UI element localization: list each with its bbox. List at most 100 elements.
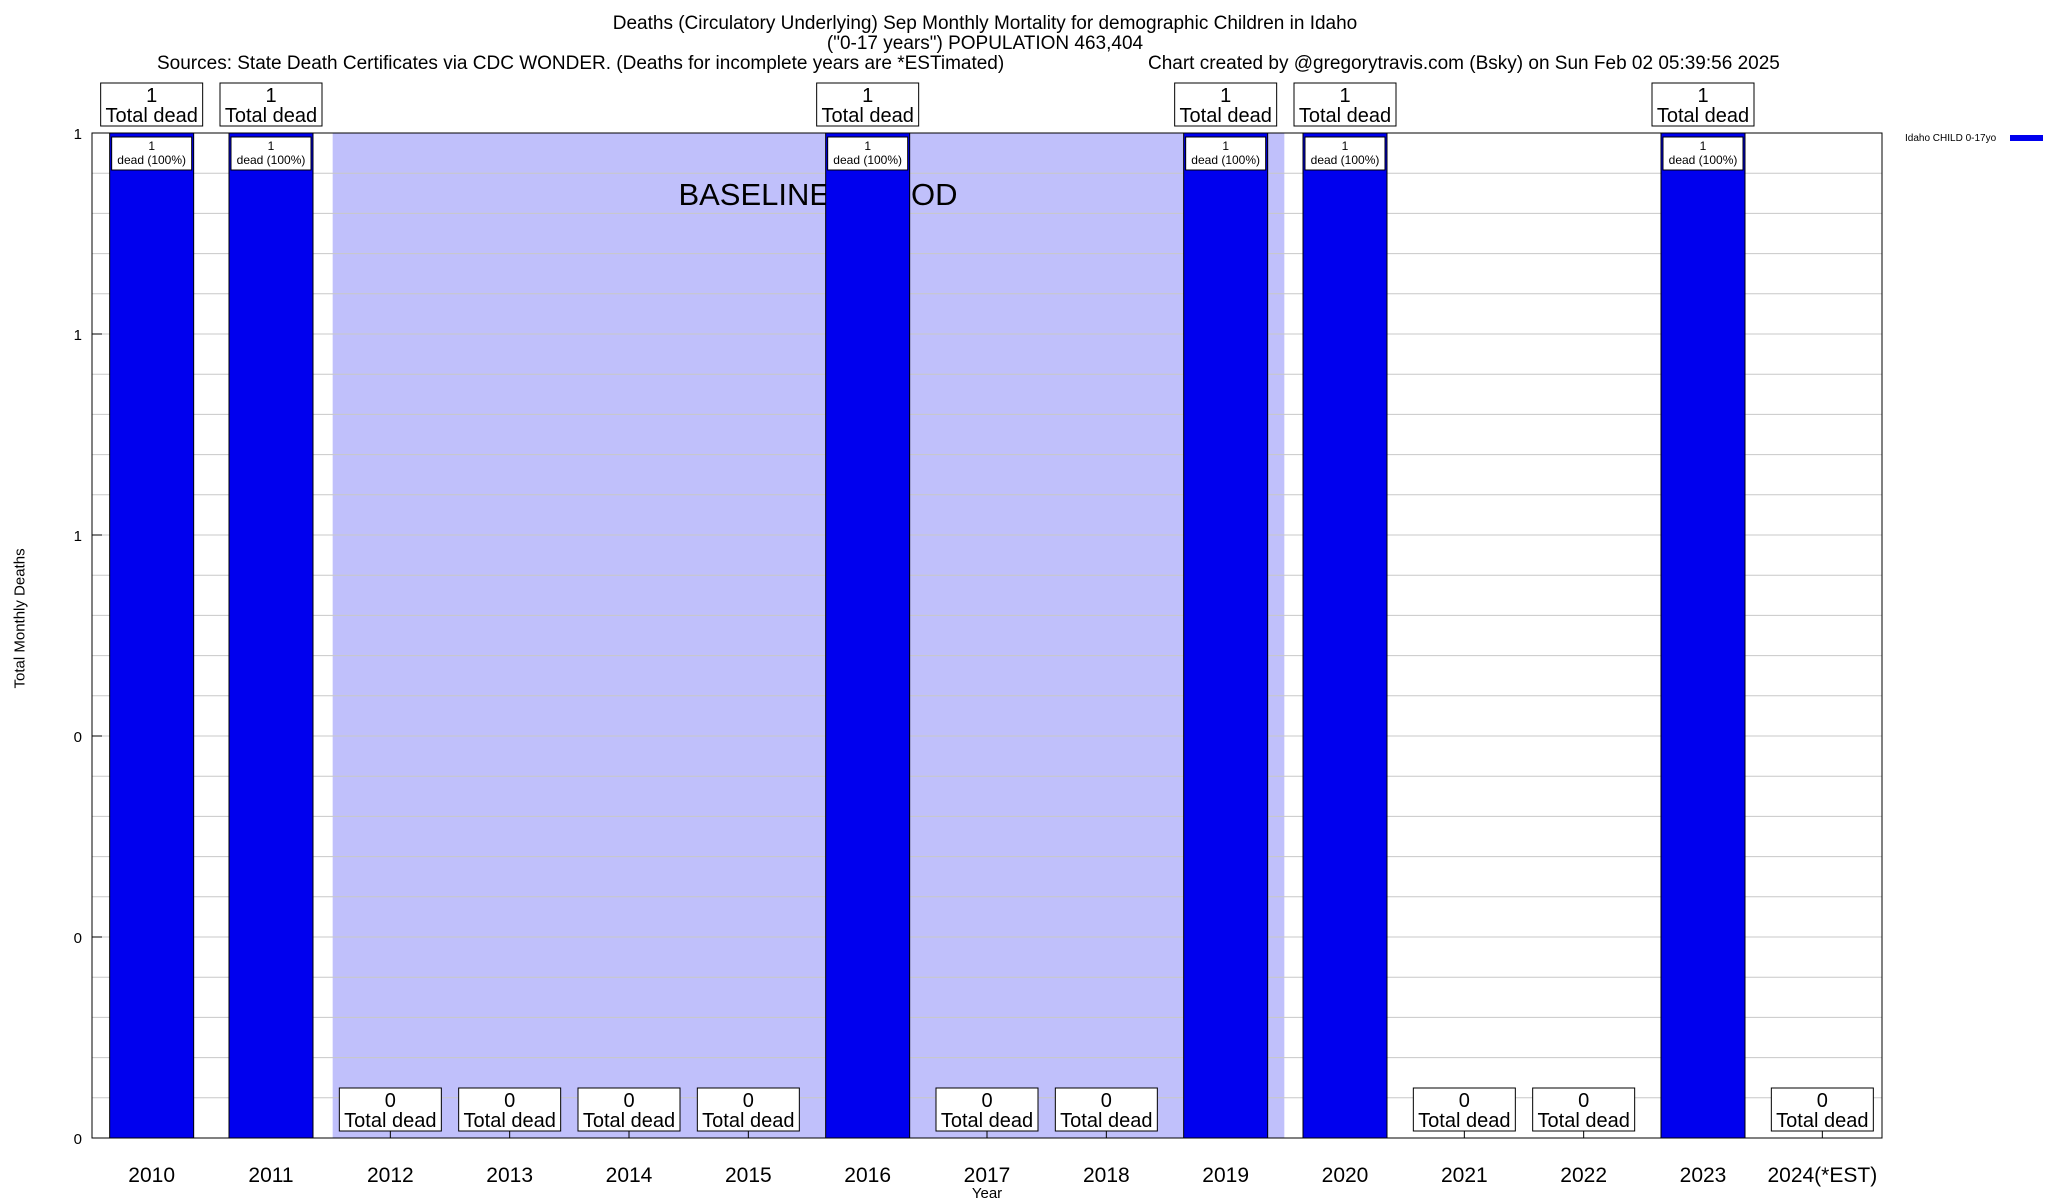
total-label-box	[1054, 1087, 1158, 1132]
total-value-label: 0	[504, 1090, 515, 1112]
y-tick-label: 0	[74, 930, 82, 947]
sources-note: Sources: State Death Certificates via CD…	[157, 53, 1005, 74]
x-tick-label: 2011	[248, 1164, 293, 1187]
total-value-label: 0	[743, 1090, 754, 1112]
inner-pct-label: dead (100%)	[1191, 153, 1260, 167]
x-tick-label: 2023	[1680, 1164, 1727, 1187]
inner-value-label: 1	[1342, 139, 1349, 153]
total-value-label: 0	[1578, 1090, 1589, 1112]
total-label-box	[696, 1087, 800, 1132]
inner-pct-label: dead (100%)	[117, 153, 186, 167]
inner-value-label: 1	[864, 139, 871, 153]
total-value-label: 0	[1101, 1090, 1112, 1112]
total-dead-label: Total dead	[1060, 1110, 1152, 1132]
y-tick-label: 0	[74, 1131, 82, 1148]
total-label-box	[1293, 82, 1397, 127]
total-value-label: 1	[265, 85, 276, 107]
total-dead-label: Total dead	[702, 1110, 794, 1132]
inner-label-box	[111, 136, 193, 171]
total-label-box	[219, 82, 323, 127]
total-dead-label: Total dead	[1538, 1110, 1630, 1132]
total-dead-label: Total dead	[941, 1110, 1033, 1132]
inner-pct-label: dead (100%)	[1669, 153, 1738, 167]
x-axis-title: Year	[972, 1185, 1002, 1200]
inner-label-box	[1185, 136, 1267, 171]
total-value-label: 0	[981, 1090, 992, 1112]
total-value-label: 1	[1339, 85, 1350, 107]
x-tick-label: 2024(*EST)	[1767, 1164, 1877, 1187]
total-label-box	[458, 1087, 562, 1132]
legend-swatch	[2010, 135, 2043, 141]
total-dead-label: Total dead	[225, 105, 317, 127]
total-label-box	[1651, 82, 1755, 127]
total-label-box	[1412, 1087, 1516, 1132]
total-label-box	[816, 82, 920, 127]
total-label-box	[1174, 82, 1278, 127]
plot-frame	[91, 132, 1883, 1139]
x-tick-label: 2020	[1322, 1164, 1369, 1187]
total-value-label: 1	[1220, 85, 1231, 107]
inner-label-box	[1304, 136, 1386, 171]
bar	[228, 132, 314, 1139]
bar	[1660, 132, 1746, 1139]
bar	[109, 132, 195, 1139]
total-dead-label: Total dead	[583, 1110, 675, 1132]
y-tick-label: 1	[74, 126, 82, 143]
chart-title: Deaths (Circulatory Underlying) Sep Mont…	[612, 13, 1358, 34]
total-value-label: 1	[862, 85, 873, 107]
inner-value-label: 1	[1222, 139, 1229, 153]
chart-credit: Chart created by @gregorytravis.com (Bsk…	[1148, 53, 1780, 74]
total-value-label: 0	[1459, 1090, 1470, 1112]
bar	[1302, 132, 1388, 1139]
total-dead-label: Total dead	[344, 1110, 436, 1132]
total-label-box	[1532, 1087, 1636, 1132]
total-dead-label: Total dead	[1299, 105, 1391, 127]
x-tick-label: 2016	[844, 1164, 891, 1187]
x-tick-label: 2018	[1083, 1164, 1130, 1187]
baseline-period-shading	[332, 133, 1285, 1138]
x-tick-label: 2010	[128, 1164, 175, 1187]
total-dead-label: Total dead	[106, 105, 198, 127]
total-dead-label: Total dead	[822, 105, 914, 127]
total-label-box	[1770, 1087, 1874, 1132]
x-tick-label: 2015	[725, 1164, 772, 1187]
x-tick-label: 2021	[1441, 1164, 1488, 1187]
total-dead-label: Total dead	[1776, 1110, 1868, 1132]
total-dead-label: Total dead	[1418, 1110, 1510, 1132]
inner-pct-label: dead (100%)	[237, 153, 306, 167]
total-value-label: 1	[146, 85, 157, 107]
total-label-box	[577, 1087, 681, 1132]
inner-pct-label: dead (100%)	[833, 153, 902, 167]
y-tick-label: 1	[74, 528, 82, 545]
x-tick-label: 2019	[1202, 1164, 1249, 1187]
total-dead-label: Total dead	[1657, 105, 1749, 127]
total-label-box	[100, 82, 204, 127]
y-tick-label: 1	[74, 327, 82, 344]
inner-label-box	[827, 136, 909, 171]
total-dead-label: Total dead	[464, 1110, 556, 1132]
x-tick-label: 2012	[367, 1164, 414, 1187]
total-dead-label: Total dead	[1180, 105, 1272, 127]
x-tick-label: 2022	[1560, 1164, 1607, 1187]
total-value-label: 1	[1697, 85, 1708, 107]
x-tick-label: 2014	[606, 1164, 653, 1187]
inner-label-box	[230, 136, 312, 171]
y-tick-label: 0	[74, 729, 82, 746]
total-value-label: 0	[385, 1090, 396, 1112]
inner-value-label: 1	[148, 139, 155, 153]
total-label-box	[935, 1087, 1039, 1132]
x-tick-label: 2013	[486, 1164, 533, 1187]
bar	[825, 132, 911, 1139]
baseline-period-label: BASELINE PERIOD	[678, 177, 957, 212]
legend-label: Idaho CHILD 0-17yo	[1905, 133, 1997, 144]
total-value-label: 0	[1817, 1090, 1828, 1112]
inner-pct-label: dead (100%)	[1311, 153, 1380, 167]
inner-value-label: 1	[268, 139, 275, 153]
inner-value-label: 1	[1700, 139, 1707, 153]
inner-label-box	[1662, 136, 1744, 171]
x-tick-label: 2017	[964, 1164, 1011, 1187]
total-value-label: 0	[623, 1090, 634, 1112]
chart-subtitle: ("0-17 years") POPULATION 463,404	[826, 33, 1144, 54]
total-label-box	[338, 1087, 442, 1132]
